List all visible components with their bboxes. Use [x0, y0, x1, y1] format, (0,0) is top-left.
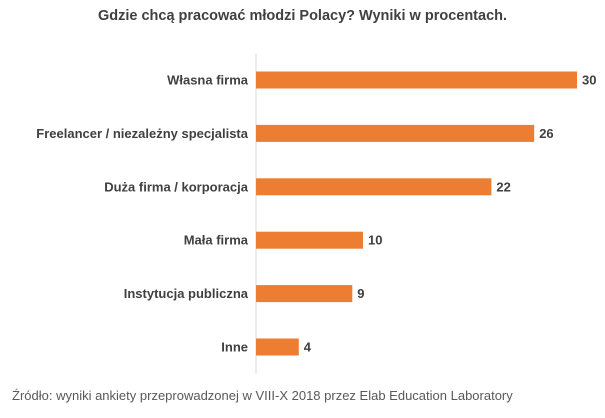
category-label: Mała firma	[184, 233, 249, 248]
data-label: 22	[496, 179, 510, 194]
data-label: 9	[357, 286, 364, 301]
category-label: Inne	[221, 340, 248, 355]
data-label: 30	[582, 73, 596, 88]
bar	[256, 285, 353, 303]
category-label: Freelancer / niezależny specjalista	[36, 126, 248, 141]
category-label: Duża firma / korporacja	[104, 179, 249, 194]
data-label: 26	[539, 126, 553, 141]
data-label: 4	[304, 340, 312, 355]
category-label: Własna firma	[167, 73, 249, 88]
bar	[256, 338, 299, 356]
bar	[256, 124, 535, 142]
category-label: Instytucja publiczna	[124, 286, 249, 301]
bar	[256, 71, 577, 89]
bar	[256, 231, 363, 249]
source-note: Źródło: wyniki ankiety przeprowadzonej w…	[12, 388, 513, 403]
data-label: 10	[368, 233, 382, 248]
bar	[256, 178, 492, 196]
chart-title: Gdzie chcą pracować młodzi Polacy? Wynik…	[97, 8, 508, 24]
